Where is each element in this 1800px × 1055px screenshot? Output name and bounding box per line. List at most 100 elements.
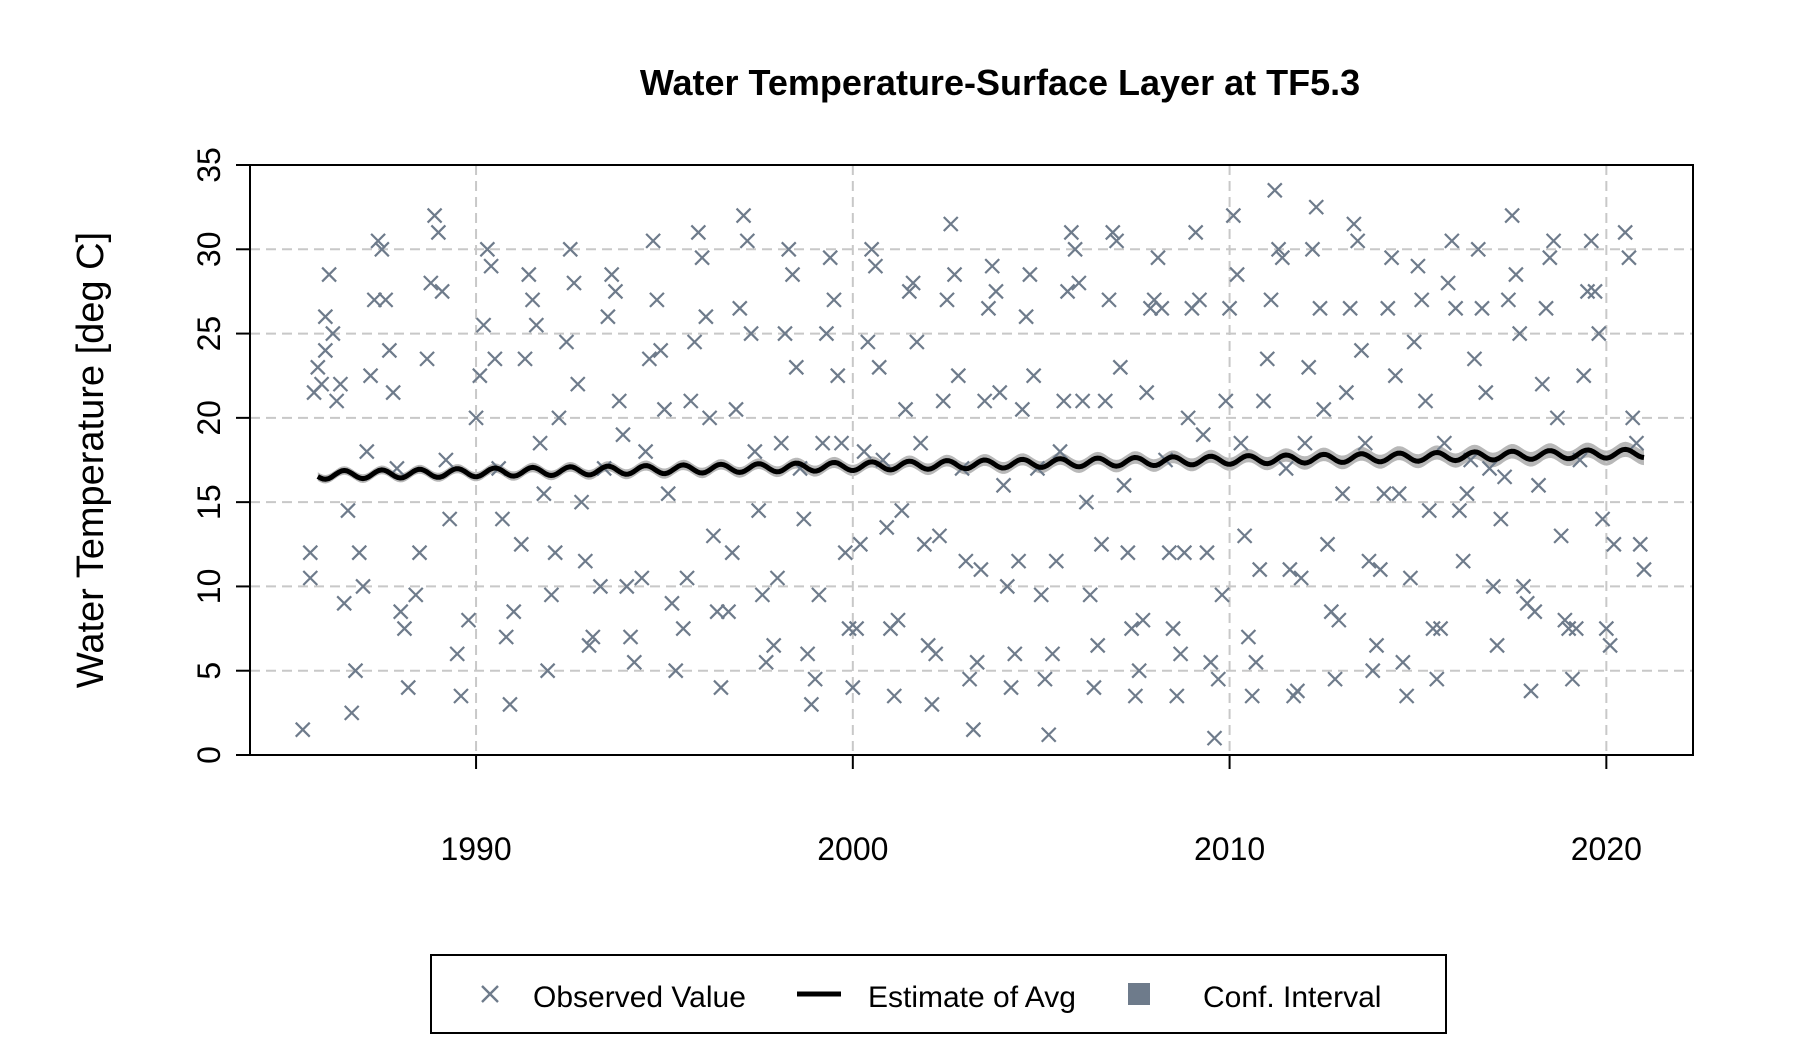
- observed-point: [1089, 637, 1106, 654]
- observed-point: [931, 528, 948, 544]
- observed-point: [641, 351, 658, 367]
- observed-point: [592, 578, 609, 595]
- observed-point: [973, 561, 989, 578]
- observed-point: [943, 216, 959, 232]
- observed-point: [626, 654, 643, 671]
- legend-x-icon: [481, 985, 499, 1003]
- observed-point: [573, 494, 590, 510]
- observed-point: [566, 275, 582, 291]
- observed-point: [1342, 300, 1358, 317]
- legend-x-mark: [481, 985, 499, 1003]
- observed-point: [909, 334, 925, 350]
- observed-point: [961, 671, 978, 687]
- observed-point: [618, 578, 635, 595]
- x-tick-label: 2020: [1571, 831, 1642, 867]
- estimate-line-layer: [316, 446, 1645, 482]
- observed-point: [1218, 393, 1234, 409]
- observed-point: [1018, 308, 1034, 325]
- observed-point: [411, 544, 428, 561]
- observed-point: [1429, 671, 1445, 687]
- observed-point: [1263, 292, 1279, 308]
- observed-point: [1436, 435, 1453, 451]
- observed-point: [434, 283, 450, 300]
- observed-point: [735, 207, 752, 224]
- observed-point: [1331, 612, 1347, 628]
- observed-point: [814, 435, 831, 451]
- observed-point: [1033, 587, 1049, 603]
- observed-point: [683, 393, 699, 409]
- observed-point: [603, 266, 620, 283]
- observed-point: [1361, 553, 1377, 569]
- observed-point: [1025, 367, 1042, 384]
- observed-point: [739, 233, 756, 249]
- observed-point: [1078, 494, 1095, 510]
- observed-point: [995, 477, 1012, 494]
- observed-point: [833, 435, 850, 451]
- observed-point: [1421, 502, 1438, 519]
- observed-point: [1240, 629, 1257, 645]
- observed-point: [302, 570, 319, 586]
- observed-point: [1515, 578, 1532, 595]
- observed-point: [1538, 300, 1554, 317]
- observed-point: [1402, 570, 1419, 586]
- observed-point: [392, 603, 409, 620]
- observed-point: [1255, 393, 1272, 409]
- observed-point: [600, 308, 616, 325]
- observed-point: [1229, 266, 1245, 283]
- observed-point: [1297, 435, 1313, 451]
- observed-point: [1387, 367, 1404, 384]
- observed-point: [1628, 435, 1645, 451]
- observed-point: [1244, 688, 1260, 704]
- legend: Observed Value Estimate of Avg Conf. Int…: [430, 954, 1447, 1034]
- observed-point: [897, 401, 914, 418]
- observed-point: [1395, 654, 1411, 671]
- x-tick-label: 2010: [1194, 831, 1265, 867]
- observed-point: [498, 629, 514, 645]
- observed-point: [1380, 300, 1396, 317]
- observed-point: [656, 401, 673, 418]
- chart-title: Water Temperature-Surface Layer at TF5.3: [640, 62, 1360, 103]
- observed-point: [1082, 587, 1098, 603]
- observed-point: [958, 553, 974, 569]
- observed-point: [1161, 544, 1178, 561]
- observed-point: [536, 485, 552, 502]
- observed-point: [419, 351, 435, 367]
- observed-point: [359, 443, 375, 460]
- observed-point: [581, 637, 597, 654]
- observed-point: [1233, 435, 1249, 451]
- observed-point: [611, 393, 628, 409]
- observed-point: [1093, 536, 1110, 553]
- observed-point: [856, 443, 872, 460]
- observed-point: [468, 410, 484, 426]
- observed-point: [1176, 544, 1193, 561]
- observed-point: [528, 317, 545, 333]
- observed-point: [803, 696, 820, 713]
- observed-point: [878, 519, 895, 536]
- observed-point: [758, 654, 774, 671]
- observed-point: [780, 241, 797, 258]
- observed-point: [1413, 292, 1430, 308]
- observed-point: [1346, 216, 1362, 232]
- observed-point: [860, 334, 876, 350]
- observed-point: [1052, 443, 1068, 460]
- observed-point: [381, 342, 398, 359]
- observed-point: [1067, 241, 1083, 258]
- observed-point: [1165, 620, 1181, 637]
- observed-point: [724, 544, 741, 561]
- y-tick-label: 5: [191, 662, 227, 680]
- observed-point: [1534, 376, 1551, 392]
- observed-point: [370, 233, 386, 249]
- observed-point: [720, 603, 737, 620]
- observed-point: [1391, 485, 1407, 502]
- observed-point: [325, 325, 341, 342]
- observed-point: [1063, 224, 1080, 241]
- observed-point: [1293, 570, 1309, 586]
- observed-point: [980, 300, 997, 317]
- observed-point: [302, 544, 319, 561]
- observed-point: [999, 578, 1016, 595]
- observed-point: [453, 688, 469, 704]
- observed-point: [317, 342, 334, 359]
- observed-point: [788, 359, 805, 376]
- observed-point: [950, 367, 967, 384]
- observed-point: [690, 224, 707, 241]
